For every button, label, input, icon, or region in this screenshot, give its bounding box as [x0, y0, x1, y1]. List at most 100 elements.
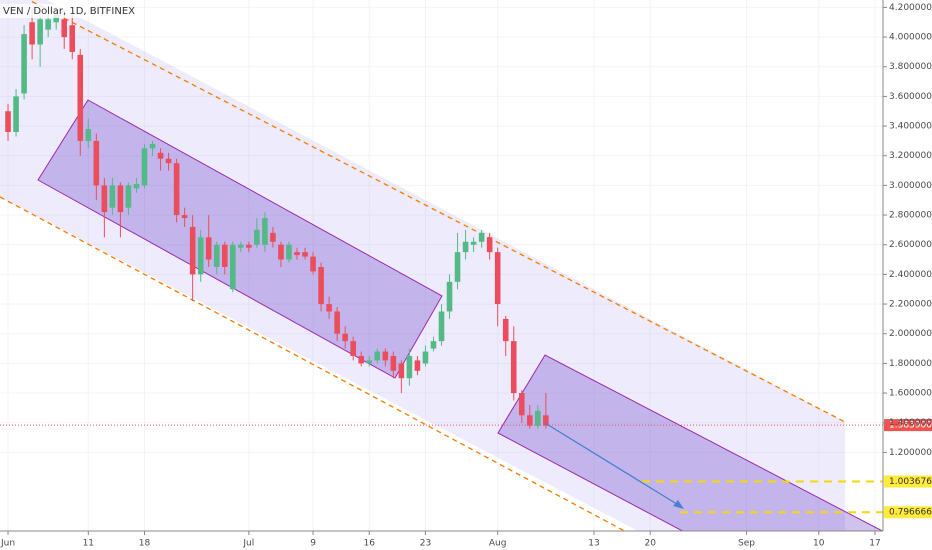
x-tick-label: 18: [139, 539, 151, 549]
candle-body: [93, 140, 100, 186]
candle-body: [69, 25, 76, 52]
candle-body: [125, 185, 132, 208]
candle-body: [358, 355, 365, 364]
candle-body: [238, 244, 244, 248]
candle-body: [270, 232, 276, 242]
y-tick-label: 3.20000000: [889, 151, 932, 161]
candle-body: [213, 244, 220, 267]
candle-body: [286, 244, 292, 260]
x-tick-label: 16: [364, 539, 376, 549]
candle-body: [21, 34, 27, 94]
x-tick-label: Sep: [738, 539, 755, 549]
candle-body: [366, 360, 373, 364]
candle-body: [454, 252, 461, 282]
candle-body: [494, 252, 501, 305]
price-label-bg: [884, 506, 932, 519]
candle-body: [254, 229, 260, 245]
candle-body: [398, 363, 405, 379]
candle-body: [462, 241, 469, 253]
channel-box: [497, 354, 883, 531]
candle-body: [502, 318, 509, 342]
candle-body: [470, 241, 477, 245]
channel-lower: [0, 196, 626, 531]
candle-body: [189, 226, 196, 275]
candle-body: [53, 14, 59, 23]
y-tick-label: 1.60000000: [889, 389, 932, 399]
candle-body: [535, 410, 541, 426]
x-tick-label: 9: [310, 539, 316, 549]
candle-body: [181, 215, 188, 219]
x-tick-label: 17: [869, 539, 880, 549]
candle-body: [382, 351, 389, 361]
y-tick-label: 2.00000000: [889, 329, 932, 339]
y-tick-label: 3.60000000: [889, 92, 932, 102]
candle-body: [229, 244, 236, 290]
candle-body: [37, 19, 43, 45]
x-tick-label: Jul: [242, 539, 254, 549]
x-tick-label: 11: [83, 539, 94, 549]
y-tick-label: 1.40000000: [889, 418, 932, 428]
channel-fill: [0, 0, 845, 531]
candle-body: [13, 96, 19, 133]
price-label: 1.00367698: [889, 477, 932, 487]
candle-body: [165, 158, 172, 164]
candle-body: [109, 185, 116, 208]
candle-body: [294, 252, 300, 256]
x-tick-label: 23: [420, 539, 431, 549]
title-bg: [0, 4, 120, 18]
axes: 1.20000000 1.40000000 1.60000000 1.80000000…: [0, 3, 932, 549]
candle-body: [5, 111, 11, 133]
candle-body: [61, 19, 68, 38]
y-tick-label: 1.80000000: [889, 359, 932, 369]
price-label: 0.79666653: [889, 508, 932, 518]
y-tick-label: 3.80000000: [889, 62, 932, 72]
x-tick-label: 13: [588, 539, 599, 549]
candle-body: [446, 281, 453, 312]
y-tick-label: 2.60000000: [889, 240, 932, 250]
candle-body: [430, 341, 437, 349]
candle-body: [157, 152, 164, 159]
candle-body: [350, 341, 356, 356]
candle-body: [133, 183, 140, 189]
y-tick-label: 2.80000000: [889, 211, 932, 221]
candle-body: [334, 311, 340, 334]
candle-body: [246, 244, 252, 248]
candle-body: [527, 415, 533, 426]
candle-body: [45, 19, 51, 30]
candle-body: [438, 311, 445, 342]
candle-body: [390, 355, 397, 371]
projection-arrow: [544, 422, 681, 507]
channel-box: [37, 99, 443, 379]
candle-body: [302, 252, 308, 257]
candle-body: [486, 237, 493, 253]
drawings: [0, 0, 883, 531]
y-tick-label: 4.20000000: [889, 3, 932, 13]
candle-body: [374, 351, 381, 361]
candle-body: [422, 351, 429, 364]
candle-body: [318, 266, 324, 305]
candle-body: [326, 304, 332, 312]
candle-body: [342, 333, 348, 342]
levels: 1.38390000 1.00367698 0.79666653: [0, 419, 932, 519]
price-label-bg: [884, 419, 932, 432]
y-tick-label: 2.40000000: [889, 270, 932, 280]
candle-body: [173, 163, 180, 216]
candle-body: [101, 185, 108, 213]
candle-body: [262, 218, 268, 245]
candle-body: [518, 393, 525, 416]
candle-body: [478, 232, 485, 242]
candle-body: [406, 355, 413, 379]
y-tick-label: 2.20000000: [889, 300, 932, 310]
y-tick-label: 3.40000000: [889, 122, 932, 132]
candle-body: [310, 256, 316, 272]
x-tick-label: Jun: [0, 539, 15, 549]
candle-body: [221, 244, 228, 267]
y-tick-label: 3.00000000: [889, 181, 932, 191]
y-tick-label: 4.00000000: [889, 33, 932, 43]
price-label-bg: [884, 475, 932, 488]
candle-body: [85, 129, 92, 141]
candle-body: [510, 341, 517, 394]
y-tick-label: 1.20000000: [889, 448, 932, 458]
